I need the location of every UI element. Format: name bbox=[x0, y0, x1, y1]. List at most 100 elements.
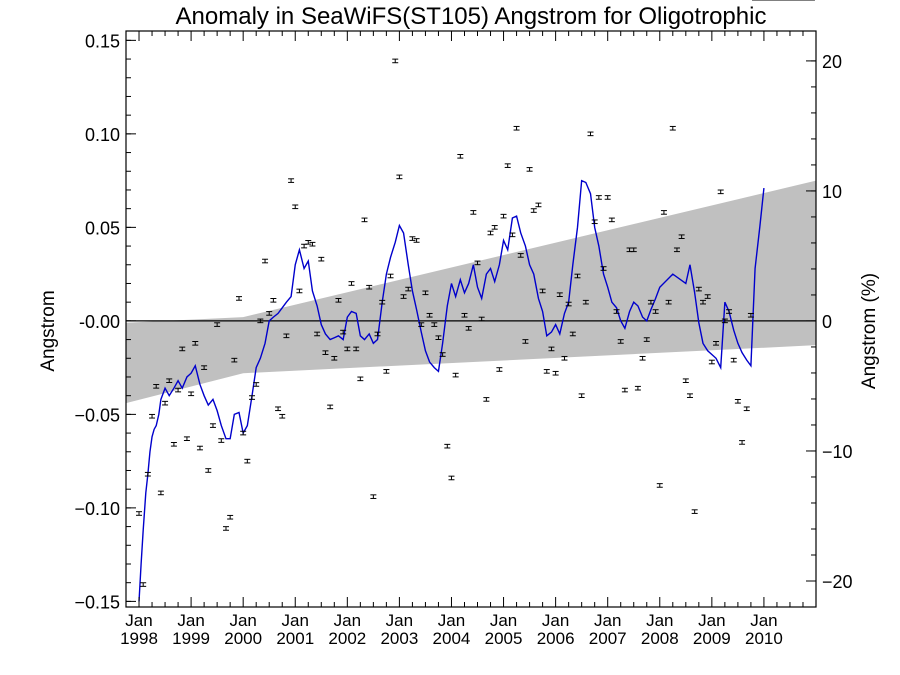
data-point bbox=[695, 286, 702, 292]
data-point bbox=[591, 219, 598, 225]
data-point bbox=[526, 167, 533, 172]
x-tick-label-month: Jan bbox=[334, 611, 361, 630]
data-point bbox=[175, 387, 182, 393]
data-point bbox=[205, 468, 212, 473]
data-point bbox=[634, 385, 641, 391]
x-tick-label-month: Jan bbox=[386, 611, 413, 630]
x-tick-label-year: 2006 bbox=[537, 629, 575, 648]
data-point bbox=[170, 441, 177, 447]
data-point bbox=[556, 292, 563, 297]
data-point bbox=[647, 299, 654, 305]
x-tick-label-year: 2001 bbox=[276, 629, 314, 648]
x-tick-label-year: 1998 bbox=[120, 629, 158, 648]
data-point bbox=[600, 266, 607, 271]
data-point bbox=[422, 290, 429, 296]
data-point bbox=[240, 430, 247, 436]
data-point bbox=[340, 329, 347, 335]
data-point bbox=[296, 288, 303, 294]
data-point bbox=[426, 312, 433, 318]
data-point bbox=[509, 232, 516, 238]
y2-tick-label: 10 bbox=[822, 182, 842, 202]
data-point bbox=[253, 382, 260, 387]
y-axis-label: Angstrom bbox=[38, 290, 59, 371]
data-point bbox=[561, 355, 568, 361]
data-point bbox=[713, 341, 720, 346]
data-point bbox=[678, 234, 685, 240]
data-point bbox=[353, 346, 360, 352]
data-point bbox=[734, 398, 741, 404]
data-point bbox=[136, 511, 143, 516]
data-point bbox=[487, 230, 494, 236]
data-point bbox=[392, 58, 399, 64]
data-point bbox=[344, 346, 351, 352]
x-tick-label-year: 2008 bbox=[641, 629, 679, 648]
data-point bbox=[357, 376, 364, 382]
data-point bbox=[396, 174, 403, 180]
data-point bbox=[730, 357, 737, 363]
data-point bbox=[682, 378, 689, 384]
data-point bbox=[621, 387, 628, 393]
data-point bbox=[530, 208, 537, 213]
x-tick-label-month: Jan bbox=[646, 611, 673, 630]
data-point bbox=[244, 458, 251, 464]
data-point bbox=[439, 352, 446, 357]
data-point bbox=[318, 256, 325, 262]
data-point bbox=[517, 253, 524, 258]
data-point bbox=[630, 247, 637, 253]
data-point bbox=[387, 273, 394, 279]
data-point bbox=[153, 384, 160, 389]
data-point bbox=[157, 490, 164, 496]
data-point bbox=[183, 436, 190, 441]
data-point bbox=[366, 284, 373, 290]
y-tick-label: -0.00 bbox=[79, 312, 120, 332]
data-point bbox=[660, 210, 667, 215]
data-point bbox=[374, 331, 381, 337]
data-point bbox=[162, 400, 169, 406]
data-point bbox=[275, 406, 282, 412]
data-point bbox=[747, 312, 754, 318]
data-point bbox=[400, 294, 407, 299]
data-point bbox=[361, 217, 368, 223]
data-point bbox=[504, 163, 511, 168]
data-point bbox=[448, 475, 455, 481]
data-point bbox=[348, 281, 355, 286]
data-point bbox=[543, 369, 550, 374]
data-point bbox=[604, 195, 611, 200]
confidence-band-layer bbox=[126, 180, 816, 404]
data-point bbox=[643, 337, 650, 342]
data-point bbox=[409, 236, 416, 241]
data-point bbox=[335, 297, 342, 303]
x-tick-label-month: Jan bbox=[750, 611, 777, 630]
y-tick-label: 0.10 bbox=[85, 125, 120, 145]
data-point bbox=[431, 322, 438, 327]
data-point bbox=[262, 258, 269, 264]
data-point bbox=[595, 195, 602, 200]
data-point bbox=[669, 125, 676, 131]
data-point bbox=[522, 339, 529, 344]
data-point bbox=[188, 391, 195, 397]
data-point bbox=[721, 318, 728, 324]
data-point bbox=[236, 296, 243, 301]
axes-layer: 0.150.100.05-0.00−0.05−0.10−0.1520100−10… bbox=[74, 30, 853, 648]
data-point bbox=[461, 312, 468, 318]
data-point bbox=[405, 286, 412, 292]
data-point bbox=[608, 217, 615, 223]
data-point bbox=[418, 322, 425, 327]
data-point bbox=[413, 238, 420, 243]
data-point bbox=[617, 339, 624, 344]
data-point bbox=[565, 301, 572, 307]
data-point bbox=[314, 331, 321, 337]
x-tick-label-month: Jan bbox=[125, 611, 152, 630]
data-point bbox=[587, 131, 594, 137]
y-tick-label: −0.15 bbox=[74, 592, 120, 612]
x-tick-label-month: Jan bbox=[282, 611, 309, 630]
data-point bbox=[686, 393, 693, 398]
x-tick-label-month: Jan bbox=[490, 611, 517, 630]
data-point bbox=[257, 318, 264, 324]
smoothed-series-line bbox=[138, 179, 765, 602]
x-tick-label-month: Jan bbox=[229, 611, 256, 630]
data-point bbox=[465, 326, 472, 331]
data-point bbox=[548, 346, 555, 352]
data-point bbox=[552, 370, 559, 376]
confidence-band bbox=[126, 180, 816, 404]
